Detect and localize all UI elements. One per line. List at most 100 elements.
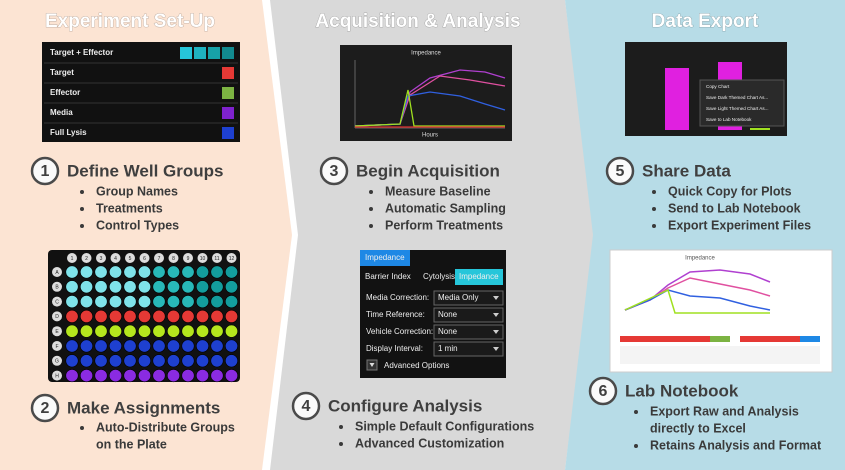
group-swatch [222,127,234,139]
bullet-text: Automatic Sampling [385,201,506,215]
bullet-dot [80,224,84,228]
well [138,265,152,279]
plate-row-label: C [55,299,59,305]
well [225,369,239,383]
excel-chart-title: Impedance [685,256,715,262]
bullet-dot [80,207,84,211]
group-name: Target [50,68,74,77]
step-title: Lab Notebook [625,381,739,400]
well [210,354,224,368]
well [80,354,94,368]
excel-table [620,336,820,364]
well [152,295,166,309]
bullet-text: Auto-Distribute Groups [96,420,235,434]
well [181,324,195,338]
context-menu [699,79,785,127]
well [181,309,195,323]
well [152,265,166,279]
well [167,369,181,383]
well [196,280,210,294]
well [94,280,108,294]
plate-col-label: 12 [229,256,235,262]
plate-col-label: 8 [172,256,175,262]
well [225,295,239,309]
well [94,324,108,338]
plate-col-marker [96,253,106,263]
plate-row-marker [52,355,62,366]
table-band [800,336,820,342]
well [109,354,123,368]
dropdown-arrow [493,330,499,334]
well [109,309,123,323]
well [225,339,239,353]
bullet-dot [80,190,84,194]
bullet-dot [369,207,373,211]
well [210,324,224,338]
settings-tab: Impedance [459,272,499,281]
group-swatch [222,47,234,59]
well [167,324,181,338]
well [80,265,94,279]
group-swatch [222,67,234,79]
plate-row-marker [52,326,62,337]
bar-shape [750,128,770,130]
well [210,295,224,309]
step-title: Make Assignments [67,398,220,417]
plate-col-label: 2 [85,256,88,262]
menu-item: Copy Chart [706,84,730,89]
well [152,354,166,368]
group-name: Full Lysis [50,128,87,137]
plate-col-marker [197,253,208,263]
step-title: Begin Acquisition [356,161,500,180]
dropdown-arrow [493,347,499,351]
well [123,265,137,279]
well [80,295,94,309]
table-band [620,336,710,342]
panel-title: Acquisition & Analysis [315,11,520,32]
setting-label: Time Reference: [366,310,425,319]
well [123,280,137,294]
bullet-text: Quick Copy for Plots [668,184,792,198]
bullet-dot [369,190,373,194]
well [138,354,152,368]
table-band [740,336,800,342]
well [138,295,152,309]
panel-title: Data Export [652,11,759,32]
table-band [710,336,730,342]
dropdown [433,290,504,306]
well [94,265,108,279]
well [225,354,239,368]
menu-item: Save Dark Themed Chart As... [706,95,768,100]
plate-col-label: 3 [100,256,103,262]
plate-col-label: 1 [71,256,74,262]
well [210,309,224,323]
well [80,369,94,383]
advanced-arrow [369,363,375,367]
menu-item: Save to Lab Notebook [706,117,752,122]
well [181,265,195,279]
plate-row-label: G [55,359,59,365]
well [210,280,224,294]
well [109,324,123,338]
well [123,295,137,309]
well [138,280,152,294]
chart-lines [354,60,506,129]
bullet-text: Measure Baseline [385,184,491,198]
well [196,339,210,353]
settings-header: Impedance [365,253,405,262]
setting-value: None [438,327,458,336]
well [94,339,108,353]
bullet-text: Group Names [96,184,178,198]
well [167,280,181,294]
well [65,324,79,338]
plate-row-label: D [55,314,59,320]
step-number: 5 [616,163,625,180]
well [152,309,166,323]
group-swatch [208,47,220,59]
bullet-text: Perform Treatments [385,218,503,232]
well [65,280,79,294]
well [123,339,137,353]
table-cells [620,346,820,364]
step-number: 3 [330,163,339,180]
group-name: Target + Effector [50,48,113,57]
